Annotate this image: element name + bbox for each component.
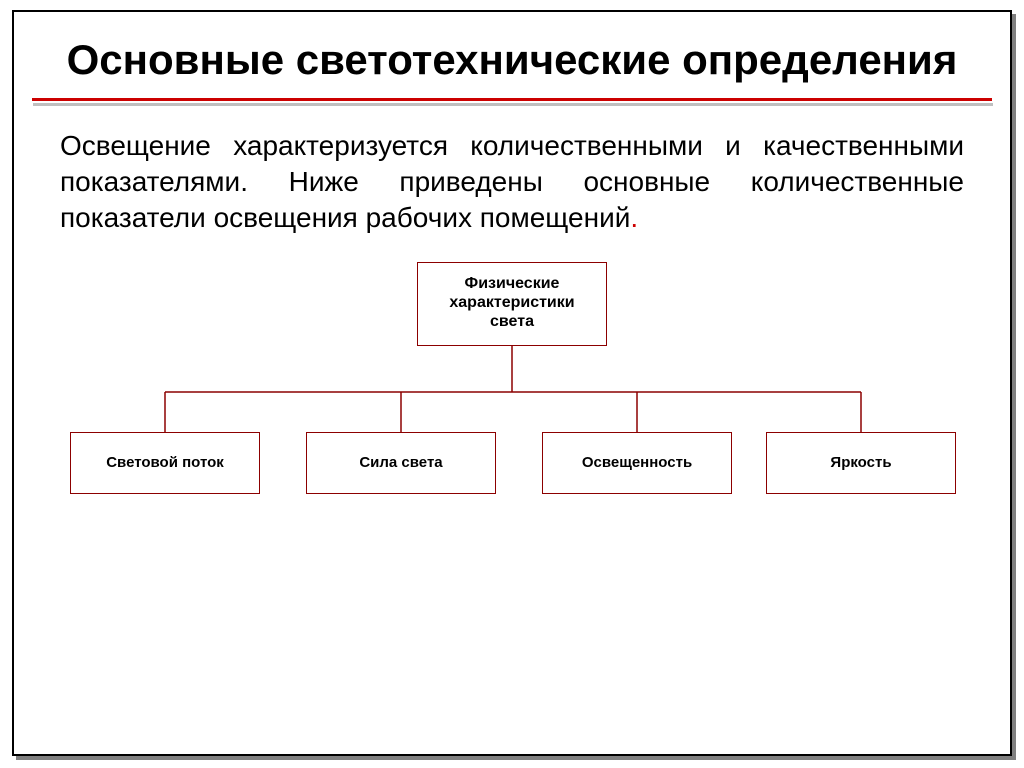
orgchart-child-node: Освещенность <box>542 432 732 494</box>
title-block: Основные светотехнические определения <box>14 12 1010 84</box>
title-underline <box>32 98 992 106</box>
orgchart-root-label: Физические характеристики света <box>426 275 598 332</box>
slide-frame: Основные светотехнические определения Ос… <box>12 10 1012 756</box>
orgchart-child-label: Освещенность <box>582 454 692 472</box>
orgchart-root-node: Физические характеристики света <box>417 262 607 346</box>
orgchart-child-label: Световой поток <box>106 454 224 472</box>
orgchart-child-label: Сила света <box>359 454 442 472</box>
orgchart-child-node: Световой поток <box>70 432 260 494</box>
body-text-content: Освещение характеризуется количественным… <box>60 130 964 233</box>
orgchart-child-node: Сила света <box>306 432 496 494</box>
slide-title: Основные светотехнические определения <box>54 36 970 84</box>
underline-top <box>32 98 992 101</box>
orgchart: Физические характеристики света Световой… <box>60 262 964 542</box>
body-paragraph: Освещение характеризуется количественным… <box>14 106 1010 235</box>
orgchart-child-node: Яркость <box>766 432 956 494</box>
body-period: . <box>630 202 638 233</box>
orgchart-child-label: Яркость <box>830 454 891 472</box>
